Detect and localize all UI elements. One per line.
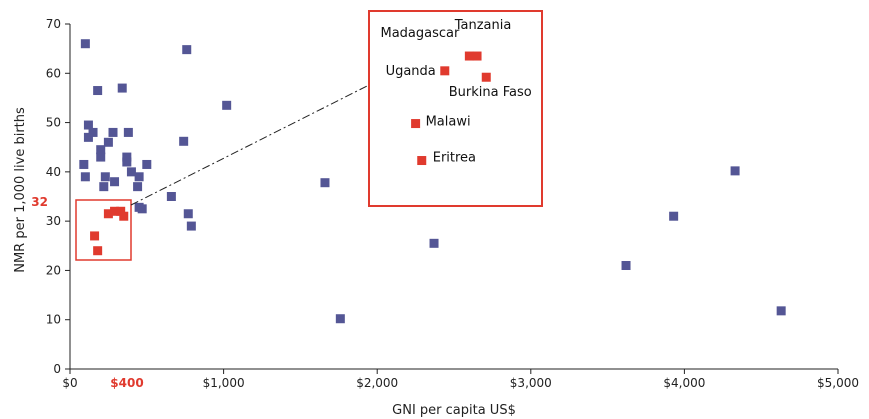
y-tick-label: 10 [46,313,61,327]
zoom-connector-line [130,84,370,206]
inset-data-point [440,66,450,76]
data-point [88,127,98,137]
data-point [134,172,144,182]
highlight-y-label: 32 [31,195,48,209]
inset-data-point [472,51,482,61]
data-point [100,172,110,182]
country-label: Eritrea [433,151,476,166]
data-point [122,157,132,167]
y-tick-label: 30 [46,214,61,228]
data-point [182,45,192,55]
y-tick-label: 0 [53,362,61,376]
country-label: Uganda [386,64,436,79]
inset-data-point [481,72,491,82]
country-label: Burkina Faso [449,85,532,100]
country-label: Tanzania [454,18,512,33]
data-point [80,172,90,182]
data-point [96,145,106,155]
data-point [103,137,113,147]
x-tick-label: $4,000 [663,376,705,390]
data-point [133,182,143,192]
y-tick-label: 40 [46,165,61,179]
x-tick-label: $5,000 [817,376,859,390]
data-point [222,100,232,110]
data-point [137,204,147,214]
inset-data-point [464,51,474,61]
y-tick-label: 70 [46,17,61,31]
marks-group [79,39,786,324]
axes-group: 0 10 20 30 40 50 60 70 $0 $1,000 $2,000 $3,000 $4,00… [46,17,859,390]
data-point [183,209,193,219]
x-axis-title: GNI per capita US$ [392,403,516,418]
data-point [335,314,345,324]
data-point [83,132,93,142]
data-point [621,261,631,270]
data-point [142,159,152,169]
x-tick-label: $0 [62,376,77,390]
country-label: Madagascar [381,26,461,41]
data-point [83,120,93,130]
inset-data-point [411,119,421,129]
data-point [730,166,740,176]
data-point [110,177,120,187]
highlight-data-point [93,246,103,256]
x-tick-label: $2,000 [356,376,398,390]
data-point [429,238,439,248]
x-tick-label: $3,000 [510,376,552,390]
y-tick-label: 60 [46,66,61,80]
zoom-inset-box [368,10,543,207]
data-point [99,182,109,192]
highlight-data-point [119,211,129,221]
data-point [669,211,679,221]
data-point [117,83,127,93]
data-point [166,192,176,201]
country-label: Malawi [426,115,471,130]
zoom-source-box [75,199,132,261]
data-point [179,136,189,146]
data-point [123,127,133,137]
data-point [79,159,89,169]
data-point [776,306,786,316]
highlight-data-point [103,209,113,219]
highlight-data-point [90,231,100,241]
inset-data-point [417,156,427,166]
data-point [96,152,106,162]
data-point [80,39,90,49]
data-point [320,178,330,188]
data-point [186,221,196,231]
data-point [126,167,136,177]
x-tick-label: $1,000 [203,376,245,390]
y-axis-title: NMR per 1,000 live births [13,107,28,273]
highlight-x-label: $400 [110,376,143,390]
highlight-data-point [116,206,126,216]
data-point [108,127,118,137]
highlight-data-point [110,206,120,216]
data-point [93,86,103,96]
data-point [122,152,132,162]
y-tick-label: 50 [46,116,61,130]
y-tick-label: 20 [46,263,61,277]
